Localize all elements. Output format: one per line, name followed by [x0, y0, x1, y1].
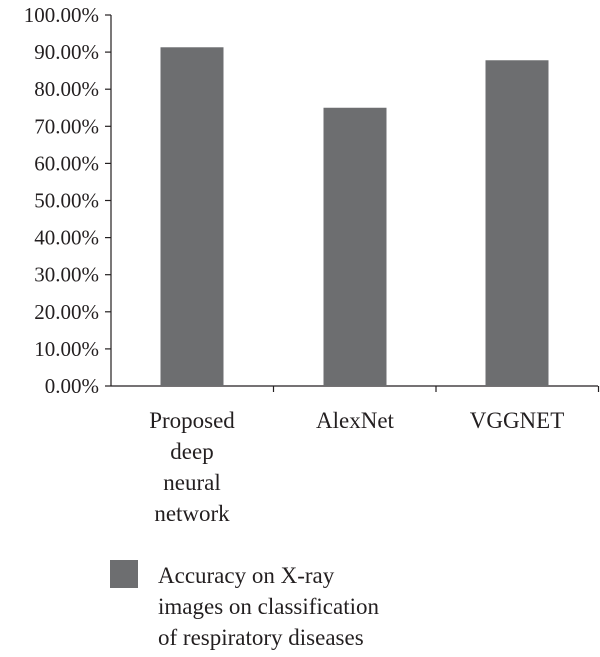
- x-tick-label-line: neural: [163, 470, 220, 495]
- x-tick-label-line: network: [154, 501, 230, 526]
- category-labels: Proposed deep neural network AlexNet VGGNET: [149, 408, 564, 526]
- y-tick-label: 40.00%: [34, 226, 99, 250]
- y-tick-label: 10.00%: [34, 337, 99, 361]
- y-tick-label: 60.00%: [34, 151, 99, 175]
- y-tick-label: 30.00%: [34, 263, 99, 287]
- x-tick-label: AlexNet: [316, 408, 395, 433]
- y-tick-label: 50.00%: [34, 189, 99, 213]
- x-tick-label-line: VGGNET: [470, 408, 565, 433]
- x-tick-label: VGGNET: [470, 408, 565, 433]
- legend-label-line: images on classification: [158, 594, 379, 619]
- x-tick-label: Proposed deep neural network: [149, 408, 235, 526]
- y-tick-label: 70.00%: [34, 114, 99, 138]
- x-axis: [111, 385, 600, 392]
- bar: [323, 107, 387, 386]
- bar: [485, 60, 549, 387]
- y-tick-label: 90.00%: [34, 40, 99, 64]
- x-tick-label-line: AlexNet: [316, 408, 395, 433]
- legend-label: Accuracy on X-ray images on classificatio…: [158, 563, 379, 650]
- y-tick-label: 100.00%: [24, 3, 99, 27]
- bar: [160, 47, 224, 386]
- x-tick-label-line: deep: [170, 439, 213, 464]
- legend-label-line: Accuracy on X-ray: [158, 563, 335, 588]
- x-tick-label-line: Proposed: [149, 408, 235, 433]
- legend-label-line: of respiratory diseases: [158, 625, 364, 650]
- y-tick-label: 80.00%: [34, 77, 99, 101]
- y-axis: 0.00% 10.00% 20.00% 30.00% 40.00% 50.00% 60.00…: [24, 3, 112, 398]
- bars: [160, 47, 549, 387]
- legend-swatch: [110, 560, 138, 588]
- legend: Accuracy on X-ray images on classificatio…: [110, 560, 379, 650]
- y-tick-label: 20.00%: [34, 300, 99, 324]
- y-tick-label: 0.00%: [45, 374, 99, 398]
